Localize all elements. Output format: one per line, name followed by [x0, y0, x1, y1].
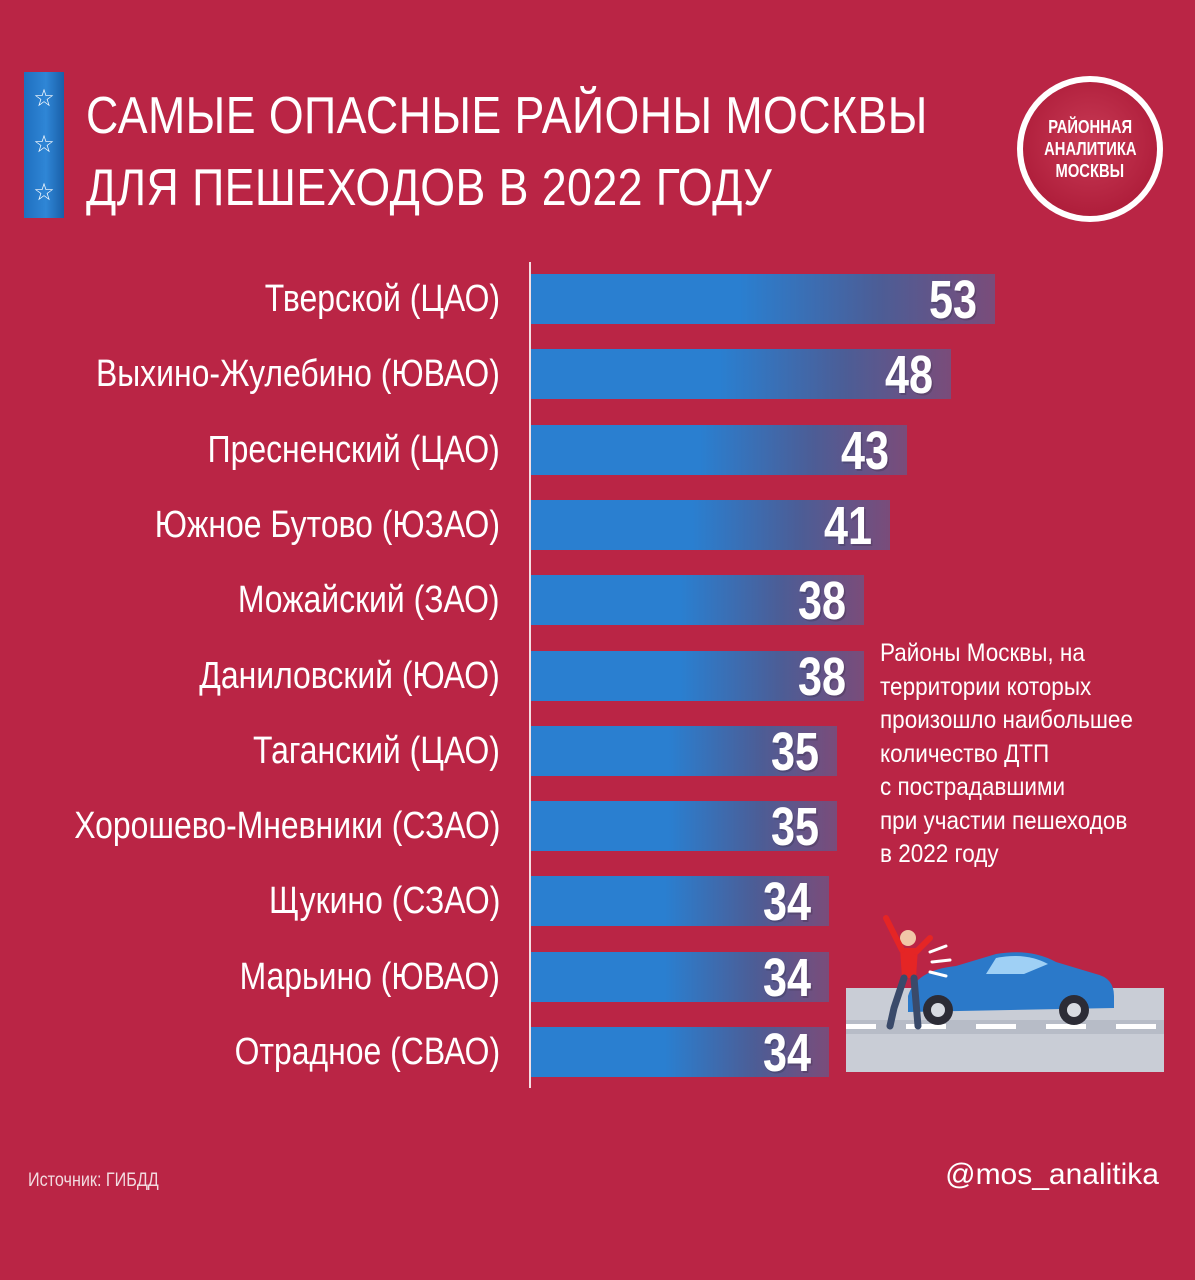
chart-axis-line	[529, 262, 531, 1088]
chart-note: Районы Москвы, на территории которых про…	[880, 637, 1150, 872]
note-line: Районы Москвы, на	[880, 639, 1085, 667]
value-label: 35	[770, 721, 819, 782]
note-line: произошло наибольшее	[880, 706, 1133, 734]
pedestrian-car-accident-icon	[846, 915, 1164, 1072]
star-icon: ☆	[33, 178, 55, 206]
logo-line-3: МОСКВЫ	[1055, 161, 1125, 181]
star-strip: ☆ ☆ ☆	[24, 72, 64, 218]
note-line: с пострадавшими	[880, 773, 1066, 801]
logo-line-1: РАЙОННАЯ	[1048, 117, 1132, 137]
bar	[531, 499, 890, 550]
category-label: Можайский (ЗАО)	[238, 579, 500, 622]
bar	[531, 424, 907, 475]
value-label: 41	[823, 495, 872, 556]
value-label: 48	[884, 345, 933, 406]
title-line-2: ДЛЯ ПЕШЕХОДОВ В 2022 ГОДУ	[86, 159, 773, 217]
bar	[531, 349, 951, 400]
category-label: Щукино (СЗАО)	[268, 880, 500, 923]
bar	[531, 725, 837, 776]
source-note: Источник: ГИБДД	[28, 1170, 159, 1191]
bar	[531, 650, 864, 701]
note-line: территории которых	[880, 672, 1092, 701]
logo: РАЙОННАЯ АНАЛИТИКА МОСКВЫ	[1017, 76, 1163, 222]
note-line: при участии пешеходов	[880, 806, 1128, 835]
value-label: 34	[762, 947, 811, 1008]
bar	[531, 575, 864, 626]
value-label: 43	[840, 420, 889, 481]
star-icon: ☆	[33, 84, 55, 112]
value-label: 34	[762, 1023, 811, 1083]
logo-line-2: АНАЛИТИКА	[1043, 139, 1137, 159]
value-label: 35	[770, 797, 819, 858]
value-label: 53	[928, 270, 977, 330]
bar	[531, 1027, 829, 1077]
category-label: Хорошево-Мневники (СЗАО)	[73, 805, 500, 848]
bar	[531, 951, 829, 1002]
category-label: Таганский (ЦАО)	[253, 729, 500, 772]
value-label: 38	[797, 646, 846, 707]
bar	[531, 801, 837, 852]
category-label: Пресненский (ЦАО)	[207, 428, 500, 471]
page-title: САМЫЕ ОПАСНЫЕ РАЙОНЫ МОСКВЫ ДЛЯ ПЕШЕХОДО…	[86, 80, 928, 224]
note-line: в 2022 году	[880, 840, 999, 868]
category-label: Выхино-Жулебино (ЮВАО)	[96, 353, 500, 396]
note-line: количество ДТП	[880, 739, 1050, 768]
value-label: 34	[762, 872, 811, 933]
value-label: 38	[797, 571, 846, 632]
category-label: Тверской (ЦАО)	[264, 278, 500, 320]
title-line-1: САМЫЕ ОПАСНЫЕ РАЙОНЫ МОСКВЫ	[86, 87, 928, 145]
category-label: Южное Бутово (ЮЗАО)	[154, 503, 500, 546]
category-label: Даниловский (ЮАО)	[199, 654, 500, 697]
category-label: Отрадное (СВАО)	[234, 1031, 500, 1073]
bar	[531, 274, 995, 324]
bar	[531, 876, 829, 927]
social-handle[interactable]: @mos_analitika	[945, 1158, 1159, 1191]
category-label: Марьино (ЮВАО)	[239, 955, 500, 998]
star-icon: ☆	[33, 130, 55, 158]
